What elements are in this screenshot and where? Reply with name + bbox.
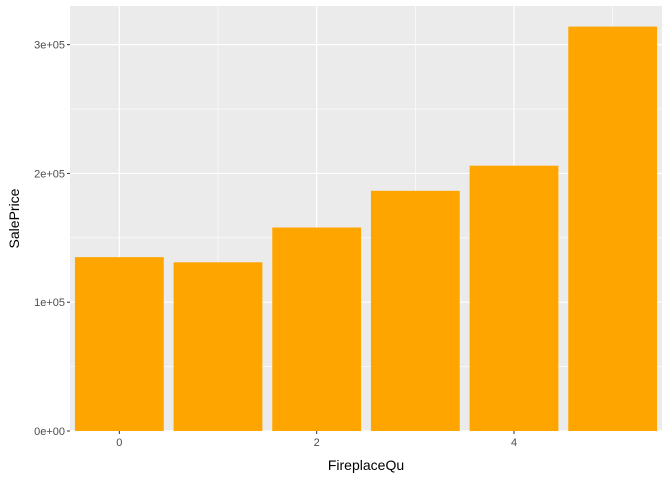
plot-panel bbox=[70, 6, 662, 431]
x-axis: 0 2 4 bbox=[116, 431, 517, 449]
y-tick-label: 1e+05 bbox=[34, 297, 65, 309]
major-gridlines bbox=[70, 6, 662, 432]
bar bbox=[469, 165, 559, 432]
y-tick-label: 3e+05 bbox=[34, 40, 65, 52]
bar bbox=[173, 262, 263, 431]
x-tick-label: 0 bbox=[116, 437, 122, 449]
y-tick-label: 0e+00 bbox=[34, 426, 65, 438]
y-axis-title: SalePrice bbox=[6, 188, 22, 248]
bars bbox=[74, 26, 658, 432]
x-tick-label: 2 bbox=[314, 437, 320, 449]
y-tick-label: 2e+05 bbox=[34, 168, 65, 180]
bar bbox=[272, 227, 362, 431]
x-tick-label: 4 bbox=[511, 437, 517, 449]
bar bbox=[370, 190, 460, 431]
bar bbox=[568, 26, 658, 432]
bar bbox=[74, 257, 164, 431]
x-axis-title: FireplaceQu bbox=[328, 457, 404, 473]
y-axis: 0e+00 1e+05 2e+05 3e+05 bbox=[34, 40, 70, 438]
